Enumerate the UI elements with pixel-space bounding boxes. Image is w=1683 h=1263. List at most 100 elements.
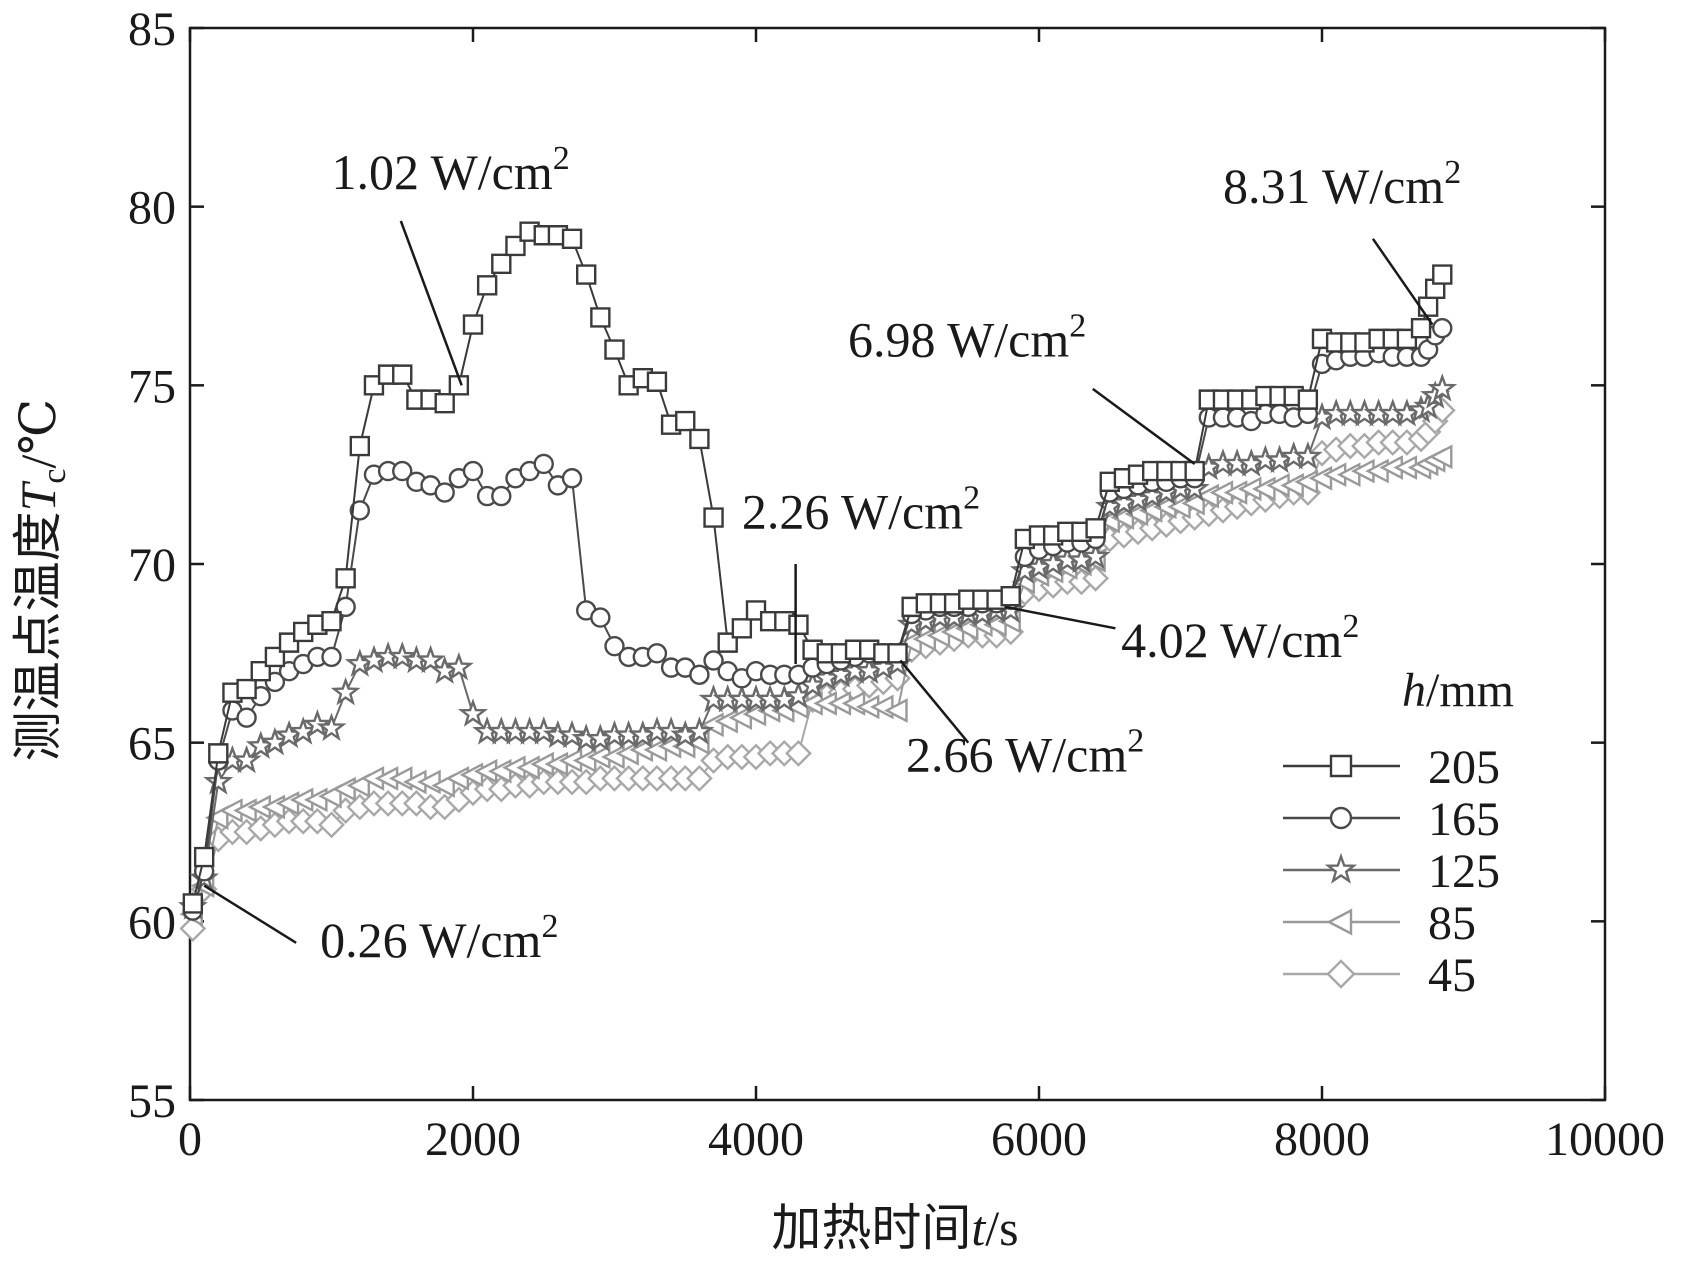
data-point-205 bbox=[1410, 317, 1432, 339]
data-point-205 bbox=[236, 678, 257, 700]
legend-item-125: 125 bbox=[1283, 845, 1500, 898]
data-point-205 bbox=[392, 364, 413, 385]
y-axis-title: 测温点温度Tc/℃ bbox=[10, 399, 73, 762]
data-point-205 bbox=[604, 339, 625, 360]
data-point-205 bbox=[476, 275, 498, 296]
data-point-165 bbox=[462, 460, 484, 482]
data-point-205 bbox=[1085, 518, 1106, 539]
legend-marker-45 bbox=[1326, 959, 1356, 989]
data-point-125 bbox=[203, 766, 234, 795]
data-point-85 bbox=[1428, 444, 1453, 470]
data-point-205 bbox=[208, 743, 229, 764]
data-point-205 bbox=[462, 314, 484, 335]
data-point-85 bbox=[204, 805, 229, 831]
data-point-125 bbox=[415, 644, 446, 674]
data-point-165 bbox=[533, 453, 554, 475]
y-tick-label: 75 bbox=[128, 360, 176, 413]
data-point-125 bbox=[1080, 541, 1111, 570]
legend-marker-165 bbox=[1329, 806, 1353, 830]
data-point-165 bbox=[561, 468, 583, 489]
data-point-125 bbox=[330, 676, 361, 706]
data-point-125 bbox=[457, 698, 489, 727]
data-point-165 bbox=[1432, 317, 1453, 339]
data-point-205 bbox=[703, 507, 724, 528]
annotation-label: 2.26 W/cm2 bbox=[742, 479, 980, 539]
x-tick-label: 4000 bbox=[708, 1113, 804, 1166]
annotation-leader bbox=[899, 659, 970, 744]
annotation-a5: 4.02 W/cm2 bbox=[1004, 605, 1359, 668]
data-point-165 bbox=[321, 646, 342, 668]
data-point-205 bbox=[182, 893, 204, 914]
data-point-205 bbox=[590, 307, 611, 328]
data-point-165 bbox=[590, 607, 611, 628]
data-point-165 bbox=[392, 460, 413, 482]
x-tick-label: 6000 bbox=[991, 1113, 1087, 1166]
data-point-205 bbox=[1297, 389, 1319, 410]
data-point-205 bbox=[675, 410, 696, 432]
y-tick-label: 65 bbox=[128, 718, 176, 771]
data-point-205 bbox=[689, 428, 710, 450]
legend-label: 125 bbox=[1428, 845, 1500, 898]
data-point-205 bbox=[1000, 585, 1021, 607]
x-tick-label: 2000 bbox=[425, 1113, 521, 1166]
data-point-45 bbox=[318, 811, 345, 839]
data-point-165 bbox=[491, 485, 512, 507]
legend-label: 45 bbox=[1428, 949, 1476, 1002]
data-point-125 bbox=[1292, 441, 1323, 470]
data-point-205 bbox=[1417, 296, 1439, 317]
annotations: 1.02 W/cm2 8.31 W/cm2 6.98 W/cm2 2.26 W/cm2… bbox=[203, 140, 1461, 968]
legend-item-45: 45 bbox=[1283, 949, 1476, 1002]
data-point-205 bbox=[434, 393, 455, 414]
data-point-205 bbox=[335, 568, 356, 589]
data-point-165 bbox=[236, 707, 257, 728]
data-point-125 bbox=[684, 716, 715, 745]
annotation-leader bbox=[399, 220, 463, 386]
data-point-45 bbox=[303, 807, 331, 835]
data-point-205 bbox=[349, 435, 370, 457]
annotation-leader bbox=[1004, 605, 1116, 630]
data-point-125 bbox=[316, 712, 347, 742]
y-tick-label: 80 bbox=[128, 182, 176, 235]
data-point-165 bbox=[689, 664, 710, 685]
y-tick-label: 85 bbox=[128, 3, 176, 56]
data-point-45 bbox=[785, 739, 812, 767]
annotation-label: 6.98 W/cm2 bbox=[848, 308, 1086, 368]
data-point-205 bbox=[448, 375, 470, 396]
data-point-205 bbox=[561, 228, 583, 250]
data-point-165 bbox=[604, 635, 625, 657]
data-point-165 bbox=[646, 643, 668, 664]
data-point-85 bbox=[346, 773, 370, 798]
data-point-205 bbox=[491, 253, 512, 275]
x-axis-title: 加热时间t/s bbox=[771, 1200, 1018, 1256]
data-point-205 bbox=[887, 643, 908, 664]
data-point-205 bbox=[1184, 460, 1205, 482]
y-tick-label: 60 bbox=[128, 896, 176, 949]
legend-label: 205 bbox=[1428, 741, 1500, 794]
x-tick-label: 8000 bbox=[1274, 1113, 1370, 1166]
data-point-85 bbox=[431, 773, 455, 798]
data-point-205 bbox=[321, 610, 342, 632]
annotation-a1: 1.02 W/cm2 bbox=[332, 140, 570, 386]
x-tick-label: 0 bbox=[178, 1113, 202, 1166]
legend-title: h/mm bbox=[1402, 664, 1514, 717]
x-tick-label: 10000 bbox=[1545, 1113, 1665, 1166]
data-point-165 bbox=[703, 650, 724, 671]
annotation-a4: 2.26 W/cm2 bbox=[742, 479, 980, 665]
data-point-85 bbox=[318, 783, 342, 809]
legend-item-165: 165 bbox=[1283, 793, 1500, 846]
legend-item-205: 205 bbox=[1283, 741, 1500, 794]
data-point-205 bbox=[731, 618, 753, 639]
data-point-45 bbox=[1082, 564, 1109, 592]
data-point-165 bbox=[434, 482, 455, 503]
y-tick-label: 55 bbox=[128, 1075, 176, 1128]
data-point-205 bbox=[646, 371, 668, 392]
annotation-leader bbox=[1371, 238, 1434, 326]
legend-marker-125 bbox=[1324, 852, 1358, 884]
data-point-45 bbox=[686, 765, 713, 792]
data-point-205 bbox=[576, 264, 597, 285]
legend-marker-205 bbox=[1329, 754, 1353, 778]
annotation-label: 2.66 W/cm2 bbox=[906, 722, 1144, 782]
annotation-a2: 8.31 W/cm2 bbox=[1223, 154, 1461, 326]
series-layer bbox=[177, 221, 1458, 942]
